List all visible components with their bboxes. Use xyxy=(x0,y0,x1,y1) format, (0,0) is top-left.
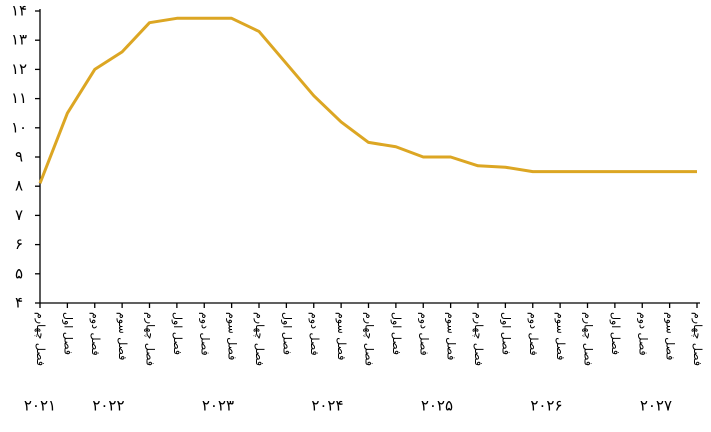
x-tick-label: فصل چهارم xyxy=(472,312,485,366)
x-tick-label: فصل دوم xyxy=(527,312,540,356)
x-tick-label: فصل دوم xyxy=(308,312,321,356)
x-tick-label: فصل دوم xyxy=(636,312,649,356)
year-label: ۲۰۲۴ xyxy=(311,397,343,415)
y-tick-label: ۱۳ xyxy=(11,31,27,49)
year-label: ۲۰۲۵ xyxy=(421,397,453,415)
x-tick-label: فصل چهارم xyxy=(691,312,704,366)
y-tick-label: ۱۴ xyxy=(11,2,27,20)
x-tick-label: فصل چهارم xyxy=(582,312,595,366)
x-tick-label: فصل اول xyxy=(609,312,622,355)
y-tick-label: ۷ xyxy=(15,206,23,224)
x-tick-label: فصل دوم xyxy=(89,312,102,356)
x-tick-label: فصل اول xyxy=(171,312,184,355)
year-label: ۲۰۲۳ xyxy=(202,397,234,415)
year-label: ۲۰۲۱ xyxy=(24,397,56,415)
y-tick-label: ۹ xyxy=(15,148,23,166)
x-tick-label: فصل اول xyxy=(61,312,74,355)
x-tick-label: فصل سوم xyxy=(335,312,348,360)
line xyxy=(38,16,697,184)
x-tick-label: فصل چهارم xyxy=(363,312,376,366)
x-tick-label: فصل چهارم xyxy=(144,312,157,366)
year-label: ۲۰۲۲ xyxy=(92,397,124,415)
x-tick-label: فصل چهارم xyxy=(34,312,47,366)
x-tick-label: فصل اول xyxy=(280,312,293,355)
x-tick-label: فصل سوم xyxy=(116,312,129,360)
y-tick-label: ۱۰ xyxy=(11,118,27,136)
x-tick-label: فصل اول xyxy=(390,312,403,355)
y-tick-label: ۴ xyxy=(15,294,23,312)
x-tick-label: فصل دوم xyxy=(417,312,430,356)
x-tick-label: فصل چهارم xyxy=(253,312,266,366)
x-tick-label: فصل سوم xyxy=(445,312,458,360)
y-tick-label: ۶ xyxy=(15,235,23,253)
x-tick-label: فصل اول xyxy=(499,312,512,355)
year-label: ۲۰۲۷ xyxy=(640,397,672,415)
x-tick-label: فصل سوم xyxy=(226,312,239,360)
y-tick-label: ۱۲ xyxy=(11,60,27,78)
year-label: ۲۰۲۶ xyxy=(530,397,562,415)
y-tick-label: ۱۱ xyxy=(11,89,27,107)
x-tick-label: فصل سوم xyxy=(554,312,567,360)
y-tick-label: ۵ xyxy=(15,264,23,282)
x-tick-label: فصل دوم xyxy=(198,312,211,356)
y-tick-label: ۸ xyxy=(15,177,23,195)
x-tick-label: فصل سوم xyxy=(664,312,677,360)
